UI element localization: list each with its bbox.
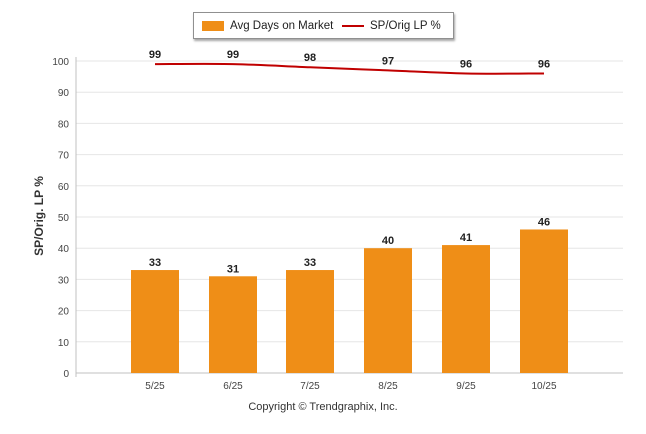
- line-series-path: [154, 62, 545, 75]
- bar-data-label: 40: [382, 235, 394, 247]
- line-data-label: 97: [382, 55, 394, 67]
- bar: [442, 245, 490, 373]
- line-data-label: 99: [227, 49, 239, 61]
- bar-series: 33 31 33 40 41 46: [131, 216, 568, 373]
- legend-item-bar-series[interactable]: Avg Days on Market: [202, 13, 333, 38]
- x-tick-label: 6/25: [223, 381, 243, 392]
- y-axis-ticks: 0 10 20 30 40 50 60 70 80 90 100: [52, 57, 69, 380]
- x-tick-label: 5/25: [145, 381, 165, 392]
- legend-swatch-line: [342, 24, 364, 27]
- line-data-label: 98: [304, 52, 316, 64]
- legend-label-bar: Avg Days on Market: [230, 19, 334, 32]
- y-tick-label: 30: [58, 275, 70, 286]
- x-axis-ticks: 5/25 6/25 7/25 8/25 9/25 10/25: [145, 381, 557, 392]
- bar-data-label: 46: [538, 216, 550, 228]
- bar: [286, 270, 334, 373]
- y-tick-label: 50: [58, 213, 70, 224]
- bar-data-label: 33: [304, 257, 316, 269]
- line-data-label: 96: [460, 58, 472, 70]
- y-tick-label: 90: [58, 88, 70, 99]
- y-tick-label: 60: [58, 182, 70, 193]
- bar-data-label: 33: [149, 257, 161, 269]
- line-series: 99 99 98 97 96 96: [149, 49, 550, 75]
- bar: [209, 276, 257, 373]
- y-tick-label: 70: [58, 151, 70, 162]
- y-tick-label: 20: [58, 307, 70, 318]
- legend: Avg Days on Market SP/Orig LP %: [193, 12, 454, 39]
- bar: [131, 270, 179, 373]
- legend-swatch-bar: [202, 20, 224, 31]
- copyright-text: Copyright © Trendgraphix, Inc.: [248, 401, 398, 413]
- x-tick-label: 10/25: [531, 381, 556, 392]
- bar: [364, 248, 412, 373]
- bar-data-label: 31: [227, 263, 239, 275]
- x-tick-label: 7/25: [300, 381, 320, 392]
- x-tick-label: 9/25: [456, 381, 476, 392]
- x-tick-label: 8/25: [378, 381, 398, 392]
- bar: [520, 229, 568, 373]
- legend-item-line-series[interactable]: SP/Orig LP %: [342, 13, 441, 38]
- y-tick-label: 80: [58, 119, 70, 130]
- y-axis-label: SP/Orig. LP %: [32, 176, 46, 256]
- y-tick-label: 10: [58, 338, 70, 349]
- bar-data-label: 41: [460, 232, 472, 244]
- line-data-label: 99: [149, 49, 161, 61]
- legend-label-line: SP/Orig LP %: [370, 19, 441, 32]
- y-tick-label: 40: [58, 244, 70, 255]
- y-tick-label: 100: [52, 57, 69, 68]
- line-data-label: 96: [538, 58, 550, 70]
- y-tick-label: 0: [63, 369, 69, 380]
